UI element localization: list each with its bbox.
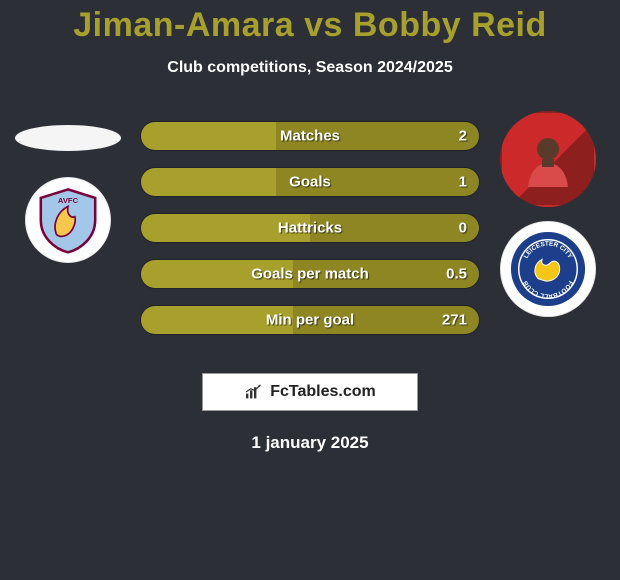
left-player-column: AVFC [8, 121, 128, 263]
stat-label: Min per goal [266, 312, 354, 329]
stat-bars: Matches 2 Goals 1 Hattricks 0 Goals per match 0… [140, 121, 480, 351]
page-title: Jiman-Amara vs Bobby Reid [0, 6, 620, 45]
stat-row: Matches 2 [140, 121, 480, 151]
stat-value-right: 1 [459, 174, 467, 191]
right-club-badge: LEICESTER CITY FOOTBALL CLUB [500, 221, 596, 317]
stat-row: Min per goal 271 [140, 305, 480, 335]
comparison-content: AVFC Matches 2 Goals 1 Hattricks 0 Goals per m… [0, 121, 620, 351]
stat-value-right: 2 [459, 128, 467, 145]
left-club-badge: AVFC [25, 177, 111, 263]
stat-bar-left [141, 168, 276, 196]
stat-value-right: 0.5 [446, 266, 467, 283]
subtitle: Club competitions, Season 2024/2025 [0, 59, 620, 77]
stat-row: Goals per match 0.5 [140, 259, 480, 289]
stat-label: Matches [280, 128, 340, 145]
date-label: 1 january 2025 [0, 433, 620, 453]
right-player-column: LEICESTER CITY FOOTBALL CLUB [488, 111, 608, 317]
stat-label: Goals per match [251, 266, 369, 283]
right-player-photo [500, 111, 596, 207]
chart-icon [244, 384, 264, 400]
stat-row: Hattricks 0 [140, 213, 480, 243]
player-silhouette-icon [518, 129, 578, 189]
lcfc-crest-icon: LEICESTER CITY FOOTBALL CLUB [509, 230, 587, 308]
stat-label: Hattricks [278, 220, 342, 237]
left-player-placeholder [15, 125, 121, 151]
stat-value-right: 0 [459, 220, 467, 237]
stat-value-right: 271 [442, 312, 467, 329]
stat-row: Goals 1 [140, 167, 480, 197]
brand-box[interactable]: FcTables.com [202, 373, 418, 411]
stat-bar-left [141, 122, 276, 150]
brand-label: FcTables.com [270, 383, 376, 401]
svg-text:AVFC: AVFC [58, 196, 79, 205]
avfc-crest-icon: AVFC [34, 186, 102, 254]
stat-label: Goals [289, 174, 331, 191]
